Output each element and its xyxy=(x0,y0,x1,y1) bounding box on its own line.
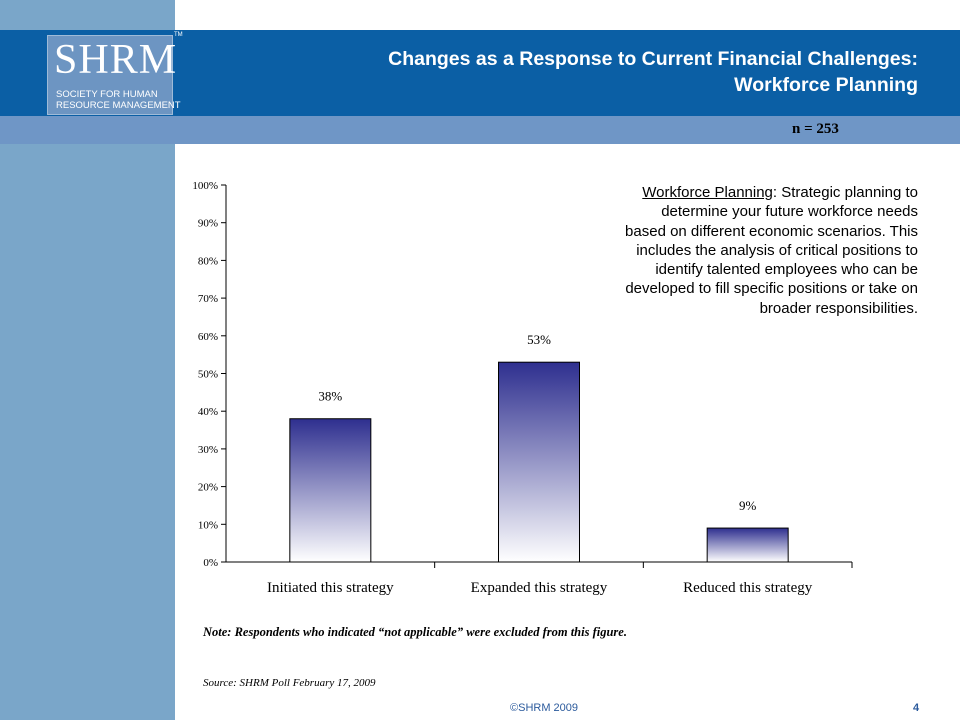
logo-line-2: RESOURCE MANAGEMENT xyxy=(56,100,181,111)
title-line-2: Workforce Planning xyxy=(734,74,918,96)
y-tick-label: 100% xyxy=(192,180,218,192)
y-tick-label: 80% xyxy=(198,255,218,267)
y-tick-label: 90% xyxy=(198,218,218,230)
x-category-label: Expanded this strategy xyxy=(471,580,608,596)
bar xyxy=(289,418,372,563)
chart-source: Source: SHRM Poll February 17, 2009 xyxy=(203,677,376,689)
definition-text: : Strategic planning to determine your f… xyxy=(625,184,918,317)
y-tick-label: 70% xyxy=(198,293,218,305)
title-line-1: Changes as a Response to Current Financi… xyxy=(388,48,918,70)
chart-note: Note: Respondents who indicated “not app… xyxy=(203,625,627,639)
y-tick-label: 10% xyxy=(198,519,218,531)
definition-box: Workforce Planning: Strategic planning t… xyxy=(618,183,918,318)
definition-term: Workforce Planning xyxy=(642,184,773,201)
y-tick-label: 30% xyxy=(198,444,218,456)
y-tick-label: 40% xyxy=(198,406,218,418)
data-label: 38% xyxy=(318,389,342,404)
sample-size-label: n = 253 xyxy=(792,121,839,137)
data-label: 9% xyxy=(739,498,757,513)
y-tick-label: 60% xyxy=(198,331,218,343)
shrm-logo: SHRM SOCIETY FOR HUMAN RESOURCE MANAGEME… xyxy=(47,35,181,115)
data-label: 53% xyxy=(527,332,551,347)
y-tick-label: 50% xyxy=(198,369,218,381)
logo-line-1: SOCIETY FOR HUMAN xyxy=(56,89,158,100)
bar xyxy=(498,361,580,563)
logo-trademark: TM xyxy=(174,32,183,38)
logo-wordmark: SHRM xyxy=(54,37,178,83)
y-tick-label: 0% xyxy=(203,557,218,569)
slide-title: Changes as a Response to Current Financi… xyxy=(388,46,918,98)
bar xyxy=(706,527,789,563)
subtitle-band xyxy=(0,116,960,144)
y-tick-label: 20% xyxy=(198,482,218,494)
page-number: 4 xyxy=(913,702,920,714)
x-category-label: Reduced this strategy xyxy=(683,580,813,596)
x-category-label: Initiated this strategy xyxy=(267,580,394,596)
copyright-text: ©SHRM 2009 xyxy=(510,702,579,714)
